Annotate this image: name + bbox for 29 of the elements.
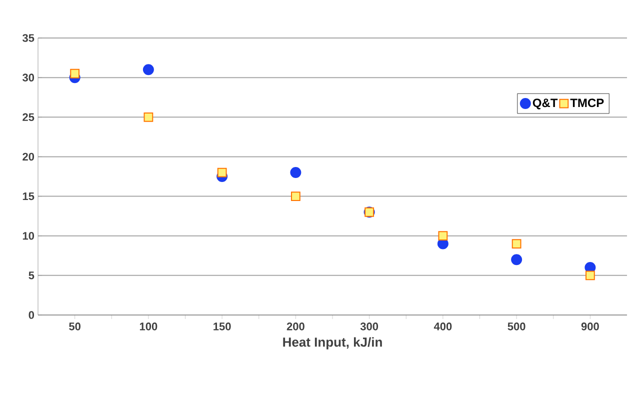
legend-label: TMCP (570, 98, 604, 108)
x-tick-label: 150 (214, 322, 231, 330)
point (290, 192, 300, 201)
x-tick-label: 900 (581, 322, 599, 330)
point (290, 167, 302, 178)
y-tick-label: 10 (22, 232, 34, 240)
point (144, 112, 154, 122)
y-tick-label: 5 (28, 272, 34, 280)
x-tick-label: 200 (286, 322, 304, 330)
y-tick-label: 25 (22, 113, 34, 122)
y-tick-label: 35 (22, 34, 34, 42)
x-tick-label: 300 (360, 322, 378, 330)
point (70, 68, 80, 78)
point (512, 239, 522, 248)
x-tick-label: 50 (69, 322, 80, 330)
y-tick-label: 0 (28, 311, 34, 319)
point (217, 168, 227, 178)
point (438, 231, 448, 241)
y-tick-label: 20 (22, 152, 34, 161)
y-tick-label: 15 (22, 192, 34, 200)
x-tick-label: 500 (508, 322, 526, 330)
x-tick-label: 400 (434, 322, 452, 330)
point (142, 64, 154, 76)
point (511, 254, 522, 266)
point (585, 270, 595, 280)
y-tick-label: 30 (22, 74, 34, 82)
x-axis-title: Heat Input, kJ/in (283, 337, 382, 350)
x-tick-label: 100 (140, 322, 158, 330)
legend-label: Q&T (532, 98, 558, 110)
